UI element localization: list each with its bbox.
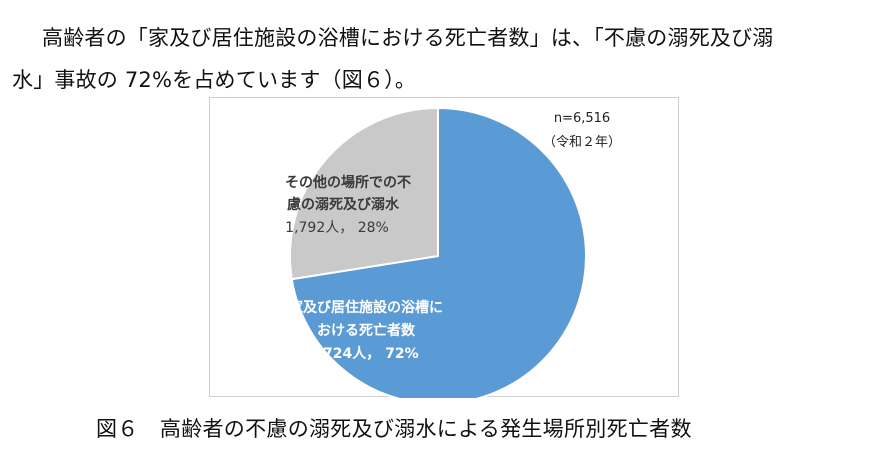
- body-text-line-1: 高齢者の「家及び居住施設の浴槽における死亡者数」は、「不慮の溺死及び溺: [42, 26, 774, 50]
- slice-1-label-line-2: 慮の溺死及び溺水: [287, 196, 400, 213]
- body-text-line-2: 水」事故の 72%を占めています（図６）。: [12, 68, 417, 92]
- pie-chart: n=6,516 （令和２年） 家及び居住施設の浴槽に おける死亡者数 4724人…: [285, 107, 621, 398]
- annotation-period: （令和２年）: [543, 135, 621, 150]
- slice-1-value-label: 1,792人， 28%: [285, 220, 389, 236]
- slice-0-value-label: 4724人， 72%: [313, 345, 418, 362]
- slice-0-label-line-2: おける死亡者数: [317, 322, 416, 339]
- slice-0-label-line-1: 家及び居住施設の浴槽に: [289, 299, 443, 316]
- pie-slice-other-locations: [289, 107, 439, 281]
- figure-caption: 図６ 高齢者の不慮の溺死及び溺水による発生場所別死亡者数: [96, 417, 692, 441]
- pie-chart-frame: n=6,516 （令和２年） 家及び居住施設の浴槽に おける死亡者数 4724人…: [209, 97, 679, 398]
- annotation-total: n=6,516: [554, 111, 610, 126]
- slice-1-label-line-1: その他の場所での不: [285, 174, 411, 191]
